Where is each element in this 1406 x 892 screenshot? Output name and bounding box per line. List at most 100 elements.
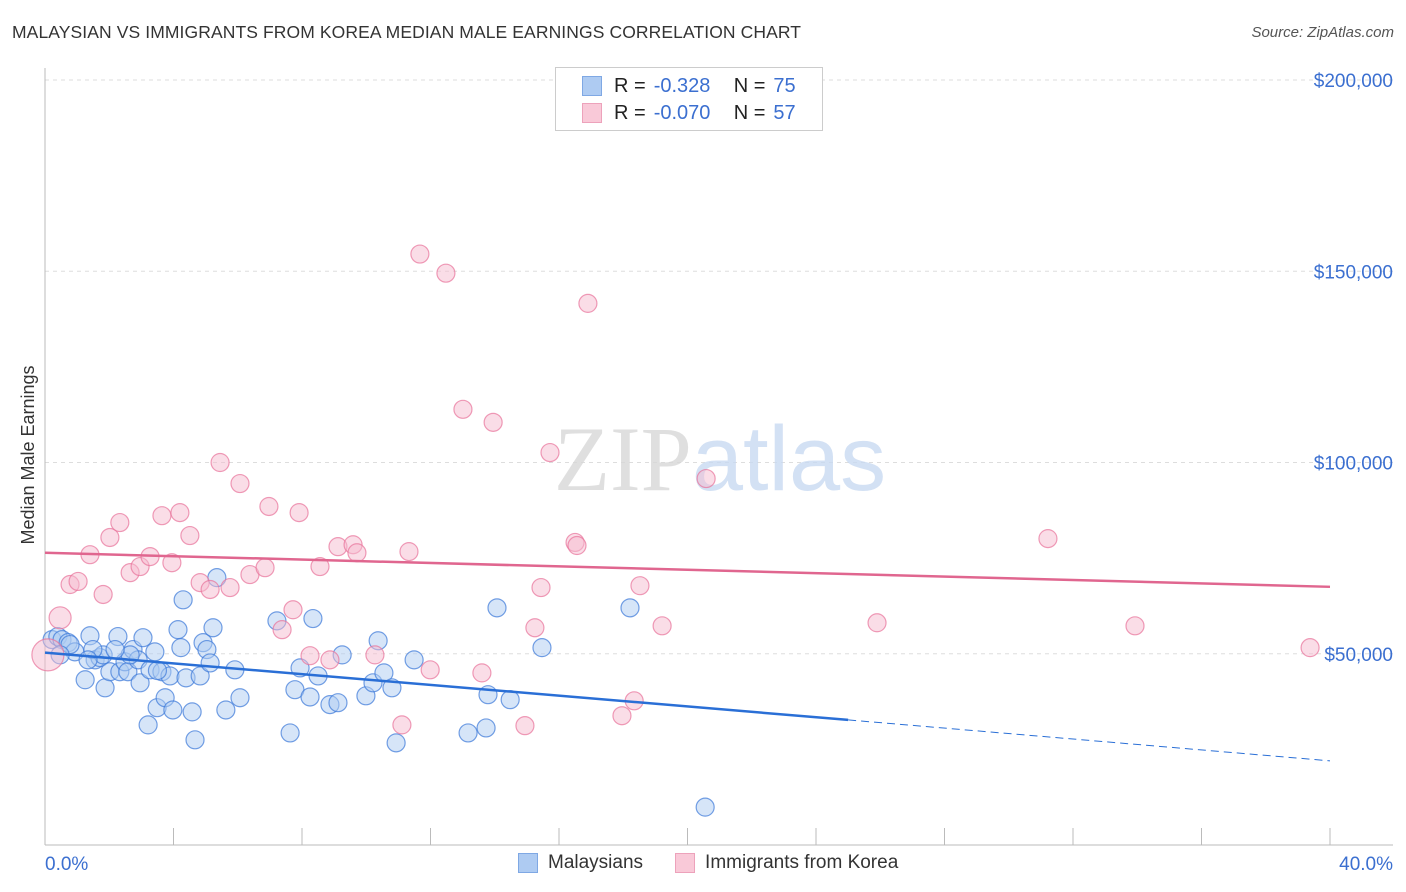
legend-n-value: 75 xyxy=(773,74,796,97)
korea-point xyxy=(525,618,545,638)
legend-r-value: -0.070 xyxy=(653,101,711,124)
legend-r-label: R = xyxy=(614,101,646,124)
korea-point xyxy=(220,577,240,598)
y-tick-label: $200,000 xyxy=(1314,71,1393,92)
malaysians-point xyxy=(303,608,323,629)
malaysians-point xyxy=(532,638,552,658)
malaysians-point xyxy=(386,733,406,753)
korea-point xyxy=(578,293,598,313)
legend-r-label: R = xyxy=(614,74,646,97)
malaysians-trend-line xyxy=(44,651,849,722)
korea-point xyxy=(483,412,503,432)
malaysians-point xyxy=(190,666,210,686)
korea-point xyxy=(259,496,279,517)
korea-point xyxy=(1300,638,1320,658)
malaysians-trend-line xyxy=(848,719,1331,762)
korea-point xyxy=(300,646,320,666)
malaysians-point xyxy=(487,598,507,618)
korea-point xyxy=(1125,616,1145,636)
y-tick-label: $150,000 xyxy=(1314,262,1393,283)
korea-point xyxy=(392,715,412,735)
korea-point xyxy=(515,716,535,736)
korea-point xyxy=(612,706,632,726)
malaysians-point xyxy=(300,687,320,707)
korea-point xyxy=(48,606,72,630)
korea-trend-line xyxy=(44,551,1331,589)
y-tick-label: $100,000 xyxy=(1314,454,1393,475)
korea-point xyxy=(472,663,492,683)
korea-point xyxy=(180,525,200,546)
legend-n-label: N = xyxy=(733,74,766,97)
x-tick-label: 40.0% xyxy=(1339,854,1393,875)
korea-point xyxy=(531,577,551,598)
korea-point xyxy=(93,584,113,605)
malaysians-point xyxy=(458,723,478,743)
korea-point xyxy=(696,468,716,489)
malaysians-point xyxy=(404,650,424,670)
korea-point xyxy=(68,571,88,592)
legend-row-korea: R = -0.070 N = 57 xyxy=(582,100,796,126)
korea-swatch xyxy=(675,853,696,873)
malaysians-point xyxy=(280,723,300,743)
chart-title: MALAYSIAN VS IMMIGRANTS FROM KOREA MEDIA… xyxy=(12,22,802,42)
x-tick-label: 0.0% xyxy=(45,854,88,875)
korea-point xyxy=(310,556,330,577)
malaysians-point xyxy=(230,688,250,708)
malaysians-point xyxy=(133,628,153,648)
source-label: Source: ZipAtlas.com xyxy=(1251,24,1394,41)
malaysians-point xyxy=(328,693,348,713)
korea-point xyxy=(162,553,182,573)
malaysians-point xyxy=(168,620,188,640)
malaysians-swatch xyxy=(518,853,538,873)
korea-point xyxy=(410,244,430,264)
korea-point xyxy=(540,442,560,463)
malaysians-point xyxy=(171,638,191,658)
korea-point xyxy=(365,645,385,665)
korea-point xyxy=(420,660,440,680)
korea-point xyxy=(567,535,587,556)
malaysians-point xyxy=(203,618,223,638)
legend-n-value: 57 xyxy=(773,101,796,124)
malaysians-point xyxy=(105,639,125,660)
malaysians-point xyxy=(173,590,193,610)
malaysians-point xyxy=(216,700,236,720)
korea-point xyxy=(272,620,292,640)
malaysians-point xyxy=(163,700,183,720)
legend-row-malaysians: R = -0.328 N = 75 xyxy=(582,73,796,99)
korea-point xyxy=(210,452,230,473)
malaysians-point xyxy=(200,653,220,673)
korea-point xyxy=(453,399,473,419)
legend-n-label: N = xyxy=(733,101,766,124)
malaysians-point xyxy=(78,650,98,670)
korea-point xyxy=(283,600,303,620)
korea-point xyxy=(170,503,190,523)
korea-point xyxy=(436,263,456,283)
korea-point xyxy=(652,616,672,636)
watermark: ZIPatlas xyxy=(554,408,886,510)
y-axis-label: Median Male Earnings xyxy=(18,365,38,544)
korea-point xyxy=(289,503,309,523)
malaysians-point xyxy=(75,670,95,690)
malaysians-point xyxy=(476,718,496,738)
korea-point xyxy=(1038,529,1058,549)
malaysians-point xyxy=(147,660,168,681)
malaysians-point xyxy=(130,673,150,693)
malaysians-point xyxy=(182,702,202,722)
malaysians-point xyxy=(695,797,715,817)
korea-point xyxy=(399,542,419,562)
korea-point xyxy=(347,543,367,563)
korea-point xyxy=(230,473,250,494)
korea-point xyxy=(320,650,340,670)
korea-point xyxy=(867,613,887,633)
malaysians-point xyxy=(95,678,115,698)
malaysians-point xyxy=(620,598,640,618)
korea-point xyxy=(152,506,172,526)
legend-korea: Immigrants from Korea xyxy=(705,852,899,873)
legend: R = -0.328 N = 75 R = -0.070 N = 57 xyxy=(555,67,823,131)
series-legend: Malaysians Immigrants from Korea xyxy=(518,852,898,874)
malaysians-point xyxy=(145,642,165,662)
legend-swatch-blue xyxy=(582,76,602,96)
legend-r-value: -0.328 xyxy=(653,74,711,97)
